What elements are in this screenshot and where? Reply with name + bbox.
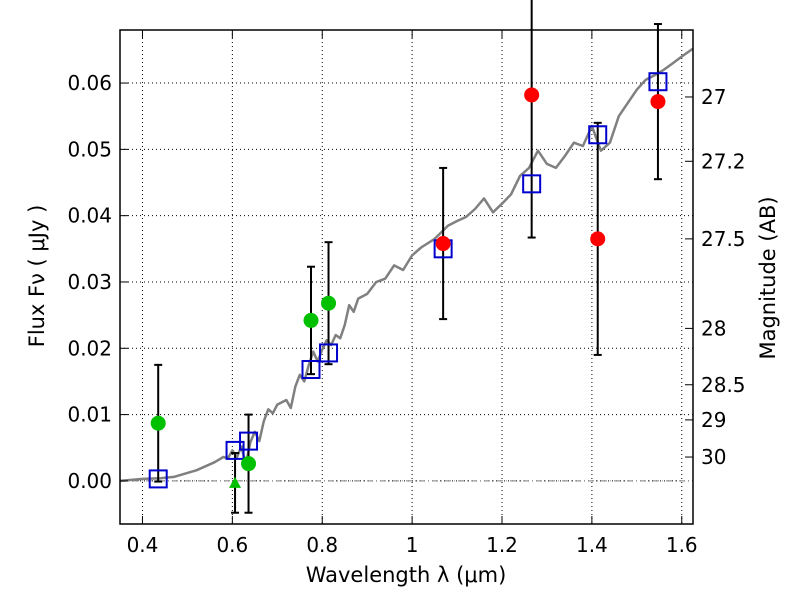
x-tick-label: 0.4: [127, 533, 159, 557]
data-point-circle: [303, 312, 319, 328]
x-tick-label: 1.2: [486, 533, 518, 557]
y2-tick-label: 28: [701, 316, 726, 340]
model-flux-square: [522, 174, 542, 194]
y2-axis-title: Magnitude (AB): [756, 196, 780, 359]
y2-tick-label: 29: [701, 408, 726, 432]
y-tick-label: 0.03: [67, 270, 112, 294]
model-spectrum-line: [119, 47, 694, 483]
data-point-circle: [241, 456, 257, 472]
y2-axis-ticks: 27 27.2 27.5 28 28.5 29 30: [685, 85, 746, 469]
x-tick-label: 0.6: [216, 533, 248, 557]
grid-lines: [120, 30, 693, 524]
model-flux-square: [648, 72, 668, 92]
data-point-circle: [650, 94, 666, 110]
data-point-circle: [524, 87, 540, 103]
upper-limit-triangle: [229, 476, 242, 488]
y2-tick-label: 27: [701, 85, 726, 109]
y-axis-title: Flux Fν ( μJy ): [25, 205, 49, 348]
y2-tick-label: 27.5: [701, 227, 746, 251]
y-tick-label: 0.01: [67, 403, 112, 427]
data-point-circle: [150, 415, 166, 431]
y-tick-label: 0.05: [67, 137, 112, 161]
model-flux-square: [239, 431, 259, 451]
y2-tick-label: 27.2: [701, 149, 746, 173]
data-point-circle: [435, 236, 451, 252]
x-tick-label: 0.8: [306, 533, 338, 557]
model-flux-square: [148, 469, 168, 489]
x-axis-title: Wavelength λ (μm): [306, 563, 507, 587]
y-tick-label: 0.06: [67, 71, 112, 95]
model-flux-square: [319, 343, 339, 363]
x-tick-label: 1: [406, 533, 419, 557]
model-flux-square: [301, 360, 321, 380]
error-bars: [154, 0, 662, 514]
model-flux-square: [588, 125, 608, 145]
x-tick-label: 1.4: [576, 533, 608, 557]
model-spectrum: [119, 47, 694, 483]
data-point-circle: [321, 295, 337, 311]
y-axis-ticks: 0.00 0.01 0.02 0.03 0.04 0.05 0.06: [67, 71, 128, 493]
x-tick-label: 1.6: [666, 533, 698, 557]
plot-frame: [119, 29, 694, 525]
y-tick-label: 0.04: [67, 204, 112, 228]
y2-tick-label: 28.5: [701, 373, 746, 397]
data-markers: [148, 72, 668, 489]
data-point-circle: [590, 231, 606, 247]
y-tick-label: 0.02: [67, 336, 112, 360]
x-axis-ticks: 0.4 0.6 0.8 1 1.2 1.4 1.6: [127, 30, 698, 557]
y-tick-label: 0.00: [67, 469, 112, 493]
y2-tick-label: 30: [701, 445, 726, 469]
